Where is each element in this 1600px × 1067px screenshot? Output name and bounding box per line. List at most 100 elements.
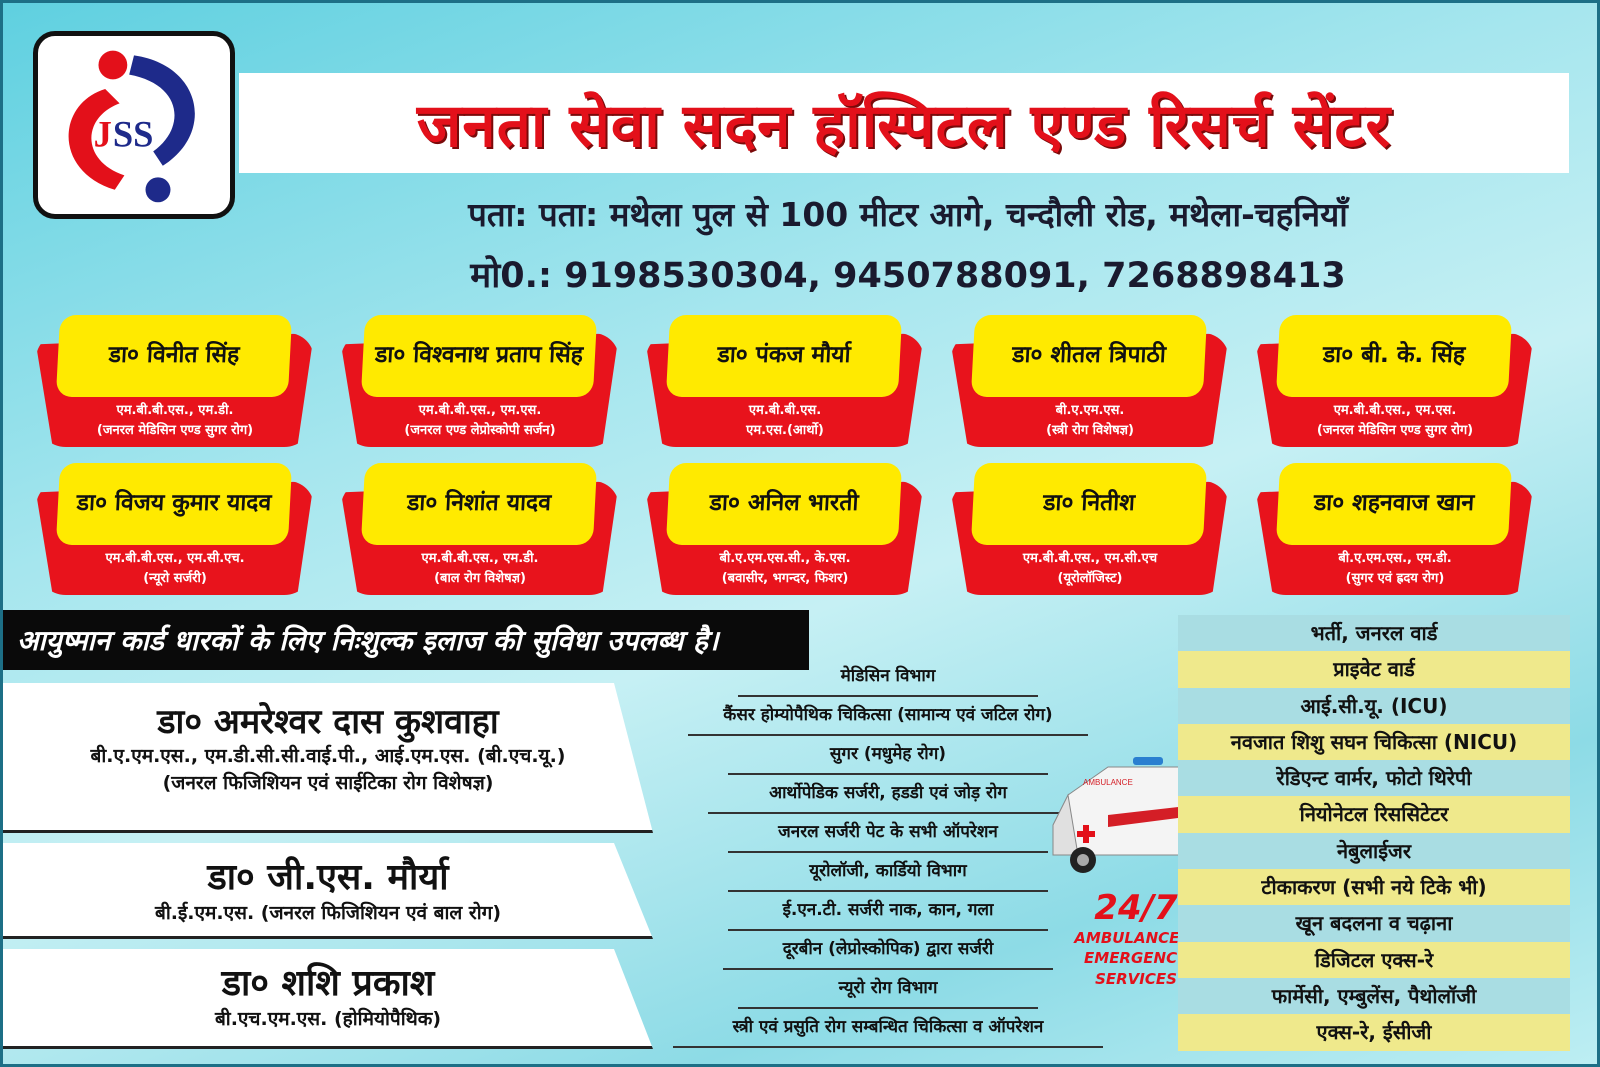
phone-numbers: मो0.: 9198530304, 9450788091, 7268898413 [470, 256, 1346, 296]
hospital-title: जनता सेवा सदन हॉस्पिटल एण्ड रिसर्च सेंटर [416, 91, 1392, 161]
service-item: मेडिसिन विभाग [738, 658, 1038, 697]
doctor-speciality: (सुगर एवं ह्रदय रोग) [1345, 570, 1445, 586]
service-item: आर्थोपेडिक सर्जरी, हडडी एवं जोड़ रोग [708, 775, 1068, 814]
doctor-qualification: एम.बी.बी.एस. एम.एस.(आर्थो) [646, 401, 924, 440]
facility-item: नेबुलाईजर [1178, 832, 1570, 870]
service-item: न्यूरो रोग विभाग [738, 970, 1038, 1009]
doctor-name: डा० बी. के. सिंह [1322, 342, 1466, 369]
service-item: सुगर (मधुमेह रोग) [728, 736, 1048, 775]
doctor-degree: एम.बी.बी.एस., एम.डी. [421, 551, 539, 566]
resident-doctor-card: डा० शशि प्रकाश बी.एच.एम.एस. (होमियोपैथिक… [3, 949, 653, 1049]
facility-item: खून बदलना व चढ़ाना [1178, 905, 1570, 942]
facility-item: टीकाकरण (सभी नये टिके भी) [1178, 869, 1570, 906]
doctor-qualification: एम.बी.बी.एस., एम.एस. (जनरल मेडिसिन एण्ड स… [1256, 401, 1534, 440]
doctor-card: डा० विजय कुमार यादव एम.बी.बी.एस., एम.सी.ए… [36, 463, 314, 595]
service-item: स्त्री एवं प्रसुति रोग सम्बन्धित चिकित्स… [673, 1009, 1103, 1048]
doctor-degree: एम.बी.बी.एस., एम.सी.एच [1022, 551, 1158, 566]
doctor-name: डा० शीतल त्रिपाठी [1011, 342, 1167, 369]
doctor-card: डा० निशांत यादव एम.बी.बी.एस., एम.डी. (बाल … [341, 463, 619, 595]
doctor-degree: एम.बी.बी.एस., एम.एस. [1333, 403, 1457, 418]
doctor-qualification: एम.बी.बी.एस., एम.डी. (जनरल मेडिसिन एण्ड स… [36, 401, 314, 440]
doctor-card: डा० पंकज मौर्या एम.बी.बी.एस. एम.एस.(आर्थो) [646, 315, 924, 447]
card-yellow-panel: डा० शीतल त्रिपाठी [970, 315, 1208, 397]
svg-text:J: J [94, 114, 112, 155]
doctor-speciality: (बवासीर, भगन्दर, फिशर) [721, 570, 849, 586]
facility-item: डिजिटल एक्स-रे [1178, 941, 1570, 978]
title-band: जनता सेवा सदन हॉस्पिटल एण्ड रिसर्च सेंटर [239, 73, 1569, 173]
doctor-name: डा० अनिल भारती [708, 490, 860, 517]
doctor-speciality: (जनरल एण्ड लेप्रोस्कोपी सर्जन) [404, 422, 556, 438]
facilities-list: भर्ती, जनरल वार्ड प्राइवेट वार्ड आई.सी.यू.… [1178, 615, 1570, 1051]
doctor-card: डा० बी. के. सिंह एम.बी.बी.एस., एम.एस. (जनर… [1256, 315, 1534, 447]
doctor-qualification: बी.ए.एम.एस., एम.डी. (सुगर एवं ह्रदय रोग) [1256, 549, 1534, 588]
emergency-text: SERVICES [1095, 969, 1177, 988]
service-item: यूरोलॉजी, कार्डियो विभाग [728, 853, 1048, 892]
doctor-speciality: (स्त्री रोग विशेषज्ञ) [1046, 422, 1134, 438]
card-yellow-panel: डा० विनीत सिंह [55, 315, 293, 397]
card-yellow-panel: डा० बी. के. सिंह [1275, 315, 1513, 397]
doctor-speciality: (जनरल मेडिसिन एण्ड सुगर रोग) [1316, 422, 1474, 438]
doctor-degree: एम.बी.बी.एस., एम.डी. [116, 403, 234, 418]
doctor-speciality: (जनरल मेडिसिन एण्ड सुगर रोग) [96, 422, 254, 438]
doctor-qualification: एम.बी.बी.एस., एम.एस. (जनरल एण्ड लेप्रोस्क… [341, 401, 619, 440]
facility-item: रेडिएन्ट वार्मर, फोटो थिरेपी [1178, 760, 1570, 797]
doctor-degree: बी.ए.एम.एस., एम.डी. [1338, 551, 1452, 566]
facility-item: आई.सी.यू. (ICU) [1178, 687, 1570, 724]
service-item: दूरबीन (लेप्रोस्कोपिक) द्वारा सर्जरी [723, 931, 1053, 970]
doctor-degree: बी.ए.एम.एस. [1055, 403, 1125, 418]
doctor-qualification: बी.ई.एम.एस. (जनरल फिजिशियन एवं बाल रोग) [154, 902, 502, 924]
doctor-name: डा० पंकज मौर्या [716, 342, 852, 369]
svg-text:SS: SS [113, 114, 154, 155]
doctor-speciality: (यूरोलॉजिस्ट) [1057, 570, 1123, 586]
doctor-card: डा० विनीत सिंह एम.बी.बी.एस., एम.डी. (जनरल … [36, 315, 314, 447]
emergency-services-badge: 24/7 AMBULANCE & EMERGENCY SERVICES [1071, 888, 1201, 989]
emergency-text: AMBULANCE & [1074, 929, 1198, 947]
doctor-name: डा० विजय कुमार यादव [76, 490, 272, 517]
doctor-card: डा० शहनवाज खान बी.ए.एम.एस., एम.डी. (सुगर ए… [1256, 463, 1534, 595]
doctor-qualification: बी.ए.एम.एस.सी., के.एस. (बवासीर, भगन्दर, फ… [646, 549, 924, 588]
doctor-qualification: बी.ए.एम.एस., एम.डी.सी.सी.वाई.पी., आई.एम.… [90, 745, 566, 767]
doctor-qualification: एम.बी.बी.एस., एम.सी.एच. (न्यूरो सर्जरी) [36, 549, 314, 588]
card-yellow-panel: डा० नितीश [970, 463, 1208, 545]
ayushman-banner: आयुष्मान कार्ड धारकों के लिए निःशुल्क इल… [3, 610, 809, 670]
doctor-name: डा० नितीश [1042, 490, 1136, 517]
facility-item: फार्मेसी, एम्बुलेंस, पैथोलॉजी [1178, 977, 1570, 1015]
facility-item: नवजात शिशु सघन चिकित्सा (NICU) [1178, 723, 1570, 761]
emergency-text: EMERGENCY [1084, 949, 1188, 968]
hospital-logo: J SS [33, 31, 235, 219]
jss-logo-icon: J SS [68, 50, 195, 203]
doctor-degree: एम.बी.बी.एस., एम.एस. [418, 403, 542, 418]
doctor-card: डा० विश्वनाथ प्रताप सिंह एम.बी.बी.एस., एम… [341, 315, 619, 447]
doctor-speciality: (जनरल फिजिशियन एवं साईटिका रोग विशेषज्ञ) [162, 771, 494, 794]
card-yellow-panel: डा० पंकज मौर्या [665, 315, 903, 397]
doctor-name: डा० शशि प्रकाश [221, 963, 435, 1004]
ambulance-label: AMBULANCE [1083, 778, 1133, 787]
card-yellow-panel: डा० विजय कुमार यादव [55, 463, 293, 545]
doctor-name: डा० विश्वनाथ प्रताप सिंह [374, 342, 584, 369]
resident-doctor-card: डा० जी.एस. मौर्या बी.ई.एम.एस. (जनरल फिजि… [3, 843, 653, 939]
doctor-card: डा० शीतल त्रिपाठी बी.ए.एम.एस. (स्त्री रोग … [951, 315, 1229, 447]
resident-doctor-card: डा० अमरेश्वर दास कुशवाहा बी.ए.एम.एस., एम… [3, 683, 653, 833]
doctor-card: डा० अनिल भारती बी.ए.एम.एस.सी., के.एस. (बवा… [646, 463, 924, 595]
doctor-qualification: एम.बी.बी.एस., एम.डी. (बाल रोग विशेषज्ञ) [341, 549, 619, 588]
doctor-speciality: (बाल रोग विशेषज्ञ) [434, 570, 526, 586]
doctor-name: डा० अमरेश्वर दास कुशवाहा [157, 702, 499, 742]
doctor-name: डा० जी.एस. मौर्या [207, 857, 449, 898]
doctor-speciality: एम.एस.(आर्थो) [746, 422, 824, 438]
doctor-speciality: (न्यूरो सर्जरी) [143, 570, 207, 586]
doctor-name: डा० विनीत सिंह [108, 342, 240, 369]
doctor-qualification: बी.ए.एम.एस. (स्त्री रोग विशेषज्ञ) [951, 401, 1229, 440]
24-7-clock-icon: 24/7 [1094, 888, 1178, 928]
doctor-degree: एम.बी.बी.एस. [748, 403, 822, 418]
facility-item: भर्ती, जनरल वार्ड [1178, 615, 1570, 652]
address: पता: पता: मथेला पुल से 100 मीटर आगे, चन्… [468, 195, 1348, 234]
facility-item: नियोनेटल रिससिटेटर [1178, 796, 1570, 833]
service-item: ई.एन.टी. सर्जरी नाक, कान, गला [728, 892, 1048, 931]
service-item: कैंसर होम्योपैथिक चिकित्सा (सामान्य एवं … [688, 697, 1088, 736]
card-yellow-panel: डा० निशांत यादव [360, 463, 598, 545]
doctor-qualification: बी.एच.एम.एस. (होमियोपैथिक) [214, 1008, 442, 1030]
doctor-degree: एम.बी.बी.एस., एम.सी.एच. [105, 551, 245, 566]
services-list: मेडिसिन विभाग कैंसर होम्योपैथिक चिकित्सा … [673, 658, 1103, 1048]
doctor-degree: बी.ए.एम.एस.सी., के.एस. [719, 551, 851, 566]
